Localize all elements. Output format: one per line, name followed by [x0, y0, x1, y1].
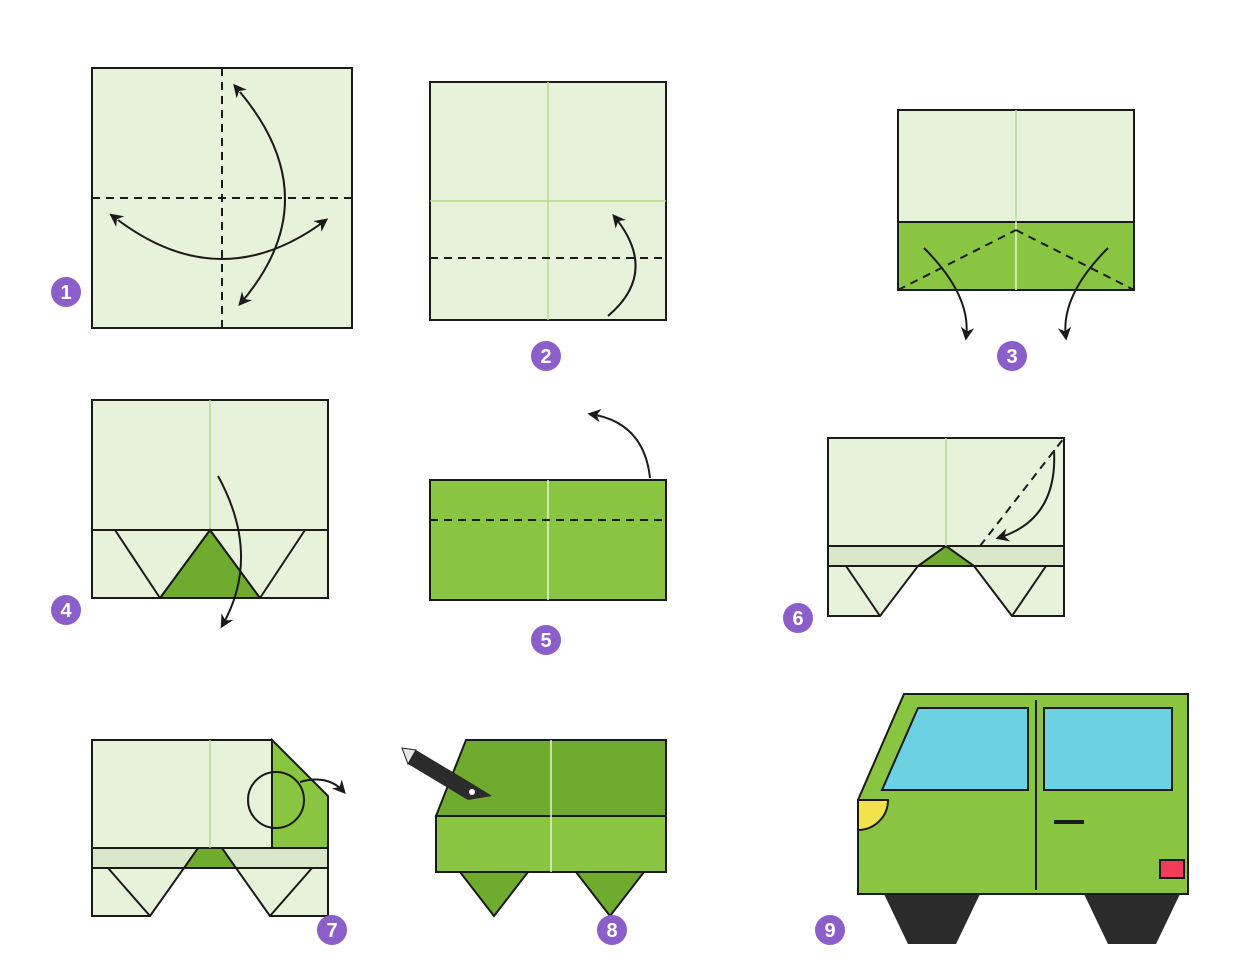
step-1	[92, 68, 352, 328]
step-6	[828, 438, 1064, 616]
step-number: 7	[326, 920, 337, 942]
step-7	[92, 740, 344, 916]
step-number: 6	[792, 608, 803, 630]
origami-diagram: 1 2 3 4 5 6 7 8 9	[0, 0, 1260, 980]
step-number: 1	[60, 282, 71, 304]
step-number: 8	[606, 920, 617, 942]
step-9-car	[858, 694, 1188, 944]
step-5	[430, 414, 666, 600]
step-number: 2	[540, 346, 551, 368]
step-number: 4	[60, 600, 72, 622]
step-2	[430, 82, 666, 320]
step-3	[898, 110, 1134, 338]
step-8	[402, 740, 666, 916]
step-number: 5	[540, 630, 551, 652]
step-4	[92, 400, 328, 626]
step-number: 9	[824, 920, 835, 942]
step-number: 3	[1006, 346, 1017, 368]
